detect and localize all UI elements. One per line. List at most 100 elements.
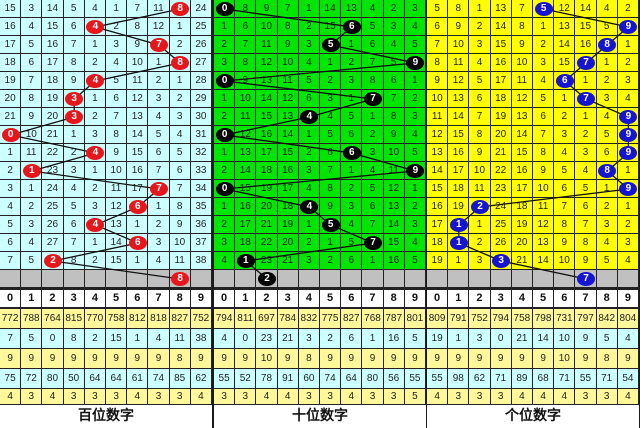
trend-cell: 13 xyxy=(235,144,257,162)
trend-cell: 13 xyxy=(533,234,555,252)
trend-cell: 4 xyxy=(554,144,576,162)
trend-cell: 7 xyxy=(362,54,384,72)
trend-cell: 3 xyxy=(617,72,639,90)
trend-cell: 2 xyxy=(298,234,320,252)
hit-ball: 0 xyxy=(215,2,234,16)
hit-ball: 7 xyxy=(150,38,168,52)
trend-cell: 14 xyxy=(106,234,128,252)
stat-cell: 9 xyxy=(148,349,170,369)
forecast-cell xyxy=(42,270,64,288)
trend-cell: 8 xyxy=(127,18,149,36)
trend-cell: 7 xyxy=(0,252,22,270)
trend-cell: 25 xyxy=(490,216,512,234)
hit-ball: 7 xyxy=(577,56,595,70)
trend-cell: 1 xyxy=(533,18,555,36)
stat-cell: 21 xyxy=(511,329,533,349)
trend-cell: 4 xyxy=(404,234,426,252)
hit-ball: 6 xyxy=(342,20,361,34)
forecast-cell xyxy=(383,270,405,288)
hit-ball: 4 xyxy=(86,218,105,232)
stat-cell: 0 xyxy=(235,329,257,349)
trend-cell: 15 xyxy=(256,108,278,126)
trend-cell: 2 xyxy=(575,126,597,144)
stat-cell: 3 xyxy=(169,389,191,405)
trend-cell: 7 xyxy=(383,90,405,108)
trend-cell: 1 xyxy=(84,90,106,108)
digit-header: 1 xyxy=(235,290,257,308)
digit-header: 5 xyxy=(320,290,342,308)
trend-cell: 3 xyxy=(575,144,597,162)
trend-cell: 3 xyxy=(0,180,22,198)
trend-cell: 3 xyxy=(404,108,426,126)
trend-cell: 3 xyxy=(554,126,576,144)
trend-cell: 11 xyxy=(169,252,191,270)
trend-cell: 9 xyxy=(448,18,470,36)
forecast-cell xyxy=(106,270,128,288)
trend-cell: 1 xyxy=(148,54,170,72)
trend-cell: 2 xyxy=(320,252,342,270)
trend-cell: 3 xyxy=(148,90,170,108)
trend-cell: 21 xyxy=(277,252,299,270)
hit-ball: 3 xyxy=(492,254,511,268)
trend-cell: 7 xyxy=(169,180,191,198)
forecast-cell xyxy=(190,270,212,288)
hit-ball: 7 xyxy=(364,92,382,106)
digit-header: 1 xyxy=(21,290,43,308)
trend-cell: 9 xyxy=(21,108,43,126)
trend-cell: 7 xyxy=(320,162,342,180)
trend-cell: 6 xyxy=(362,198,384,216)
trend-cell: 5 xyxy=(596,18,618,36)
trend-cell: 19 xyxy=(277,216,299,234)
trend-cell: 6 xyxy=(341,252,363,270)
trend-cell: 1 xyxy=(404,72,426,90)
trend-cell: 4 xyxy=(169,126,191,144)
digit-header: 8 xyxy=(596,290,618,308)
trend-cell: 4 xyxy=(214,252,236,270)
trend-cell: 2 xyxy=(320,72,342,90)
stat-cell: 812 xyxy=(127,309,149,329)
trend-cell: 7 xyxy=(106,108,128,126)
hit-ball: 4 xyxy=(86,20,105,34)
digit-header: 9 xyxy=(190,290,212,308)
trend-cell: 2 xyxy=(533,36,555,54)
trend-cell: 13 xyxy=(341,0,363,18)
digit-header: 5 xyxy=(106,290,128,308)
stat-cell: 775 xyxy=(320,309,342,329)
trend-cell: 2 xyxy=(84,54,106,72)
trend-cell: 4 xyxy=(148,252,170,270)
trend-cell: 14 xyxy=(42,0,64,18)
trend-cell: 15 xyxy=(575,18,597,36)
trend-cell: 2 xyxy=(169,36,191,54)
forecast-cell xyxy=(511,270,533,288)
stat-cell: 784 xyxy=(277,309,299,329)
panel-label: 百位数字 xyxy=(0,405,212,428)
trend-cell: 8 xyxy=(448,0,470,18)
trend-cell: 2 xyxy=(617,54,639,72)
trend-cell: 3 xyxy=(404,216,426,234)
stat-cell: 1 xyxy=(448,329,470,349)
trend-cell: 30 xyxy=(190,108,212,126)
trend-cell: 4 xyxy=(341,216,363,234)
trend-cell: 5 xyxy=(427,0,449,18)
trend-cell: 19 xyxy=(511,216,533,234)
stat-cell: 4 xyxy=(341,389,363,405)
stat-cell: 797 xyxy=(575,309,597,329)
stat-cell: 827 xyxy=(341,309,363,329)
trend-cell: 8 xyxy=(21,90,43,108)
trend-cell: 11 xyxy=(469,180,491,198)
stat-cell: 9 xyxy=(427,349,449,369)
stat-cell: 3 xyxy=(575,389,597,405)
trend-cell: 1 xyxy=(404,180,426,198)
trend-cell: 3 xyxy=(469,252,491,270)
trend-cell: 1 xyxy=(127,252,149,270)
trend-cell: 6 xyxy=(298,90,320,108)
stat-cell: 770 xyxy=(84,309,106,329)
trend-cell: 11 xyxy=(235,108,257,126)
stat-cell: 3 xyxy=(106,389,128,405)
trend-cell: 5 xyxy=(106,72,128,90)
trend-cell: 10 xyxy=(383,144,405,162)
stat-cell: 10 xyxy=(554,349,576,369)
trend-cell: 17 xyxy=(490,72,512,90)
trend-cell: 4 xyxy=(63,180,85,198)
stat-cell: 0 xyxy=(42,329,64,349)
